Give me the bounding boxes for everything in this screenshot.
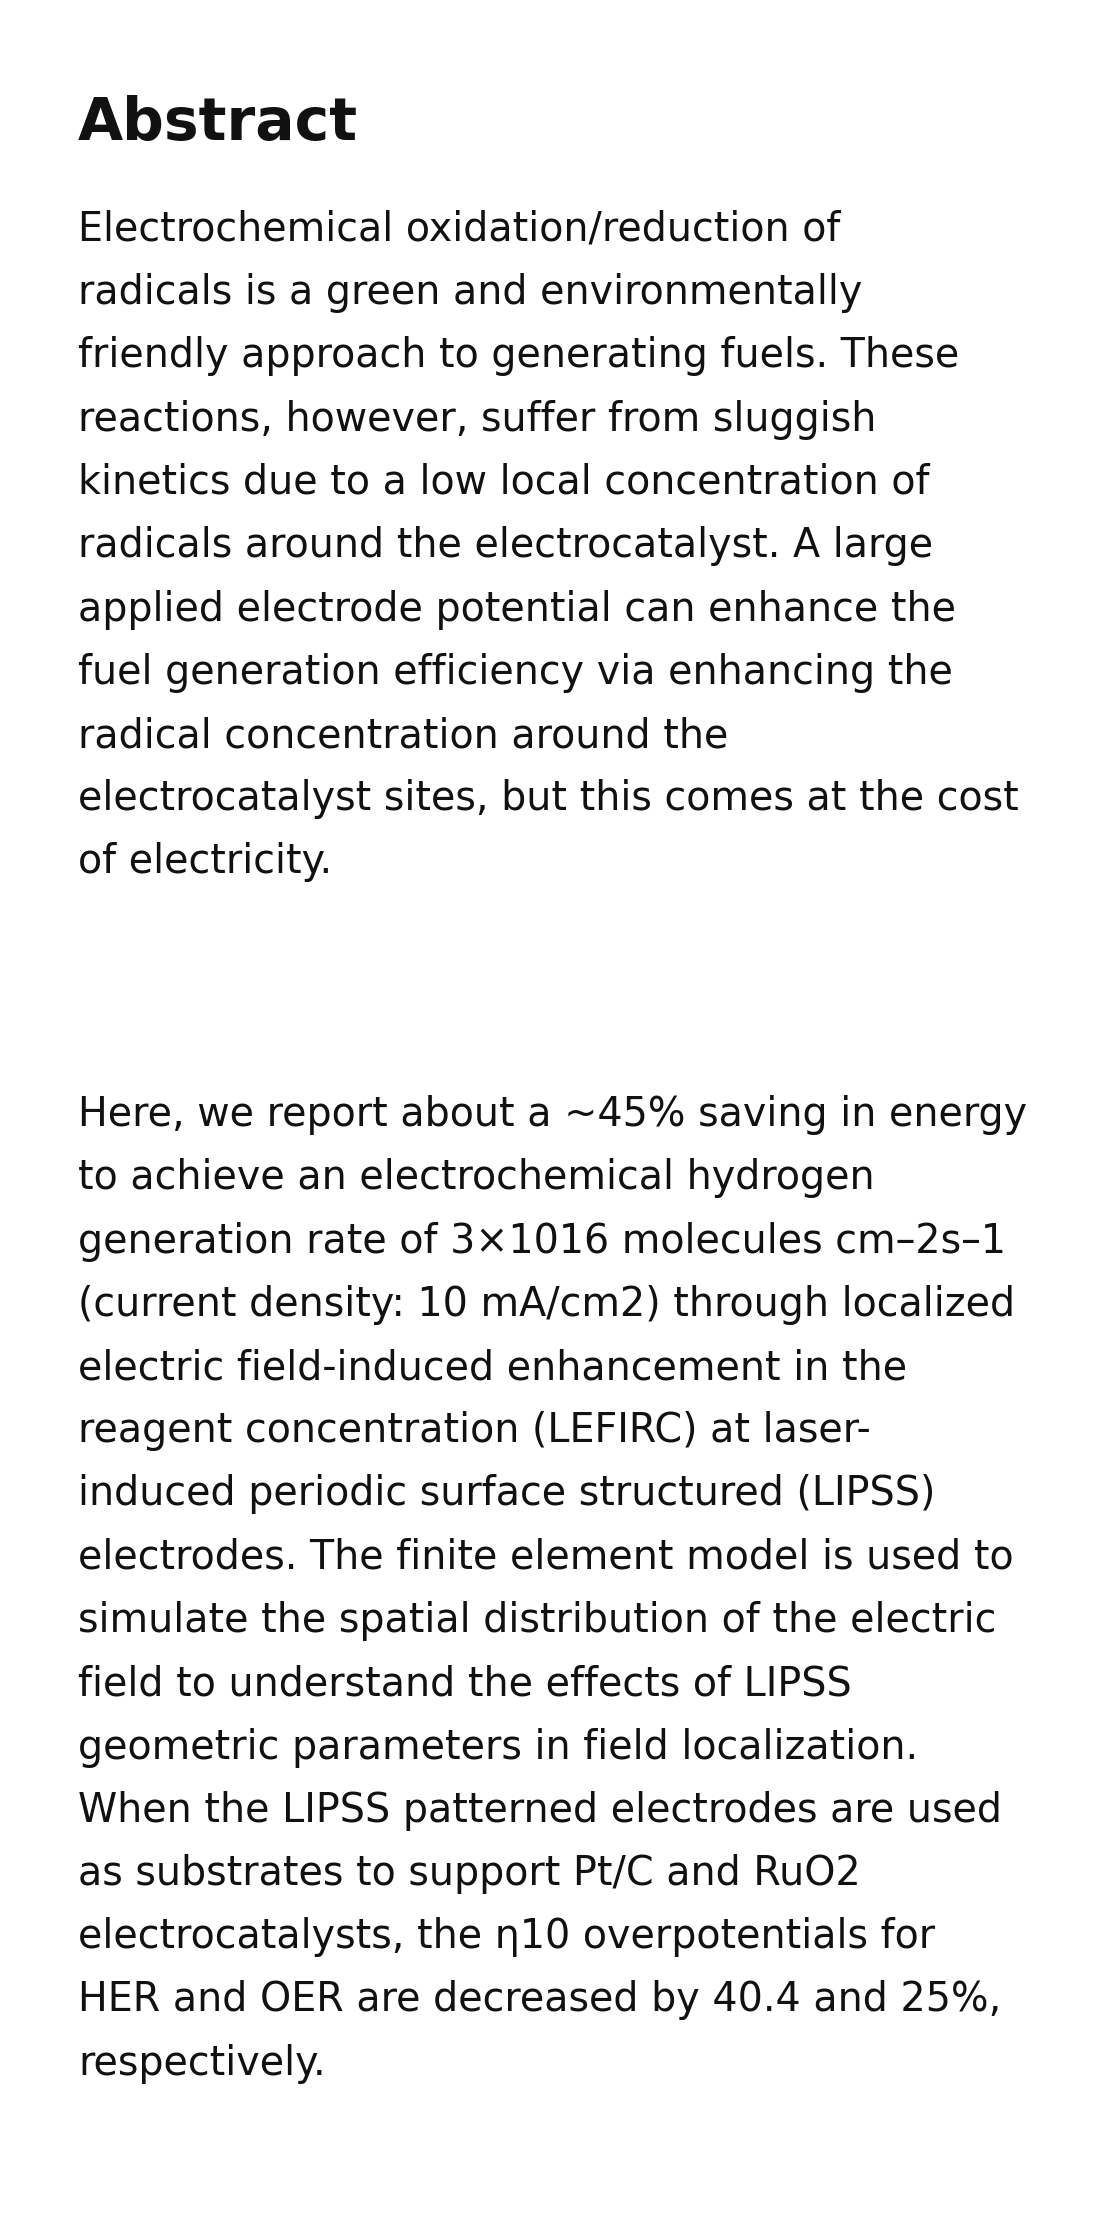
Text: Here, we report about a ~45% saving in energy
to achieve an electrochemical hydr: Here, we report about a ~45% saving in e… [78,1094,1028,2084]
Text: Electrochemical oxidation/reduction of
radicals is a green and environmentally
f: Electrochemical oxidation/reduction of r… [78,210,1019,882]
Text: Abstract: Abstract [78,94,359,152]
